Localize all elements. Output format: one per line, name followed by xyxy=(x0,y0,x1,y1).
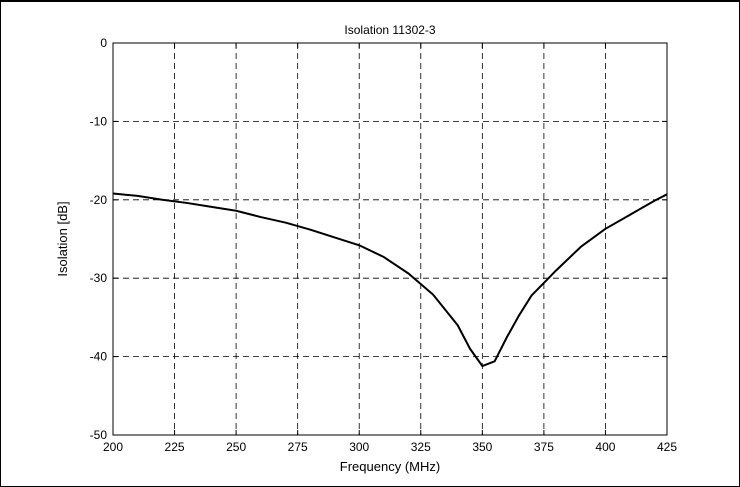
series-line xyxy=(112,192,668,368)
y-tick-label: -30 xyxy=(90,271,108,285)
y-tick-label: 0 xyxy=(100,36,107,50)
plot-area-border xyxy=(112,42,668,436)
y-tick-label: -20 xyxy=(90,193,108,207)
x-tick-label: 225 xyxy=(165,440,185,454)
grid-lines xyxy=(113,43,667,435)
series-layer xyxy=(112,192,668,368)
x-tick-label: 200 xyxy=(103,440,123,454)
y-tick-label: -50 xyxy=(90,428,108,442)
x-tick-label: 250 xyxy=(226,440,246,454)
x-axis-label: Frequency (MHz) xyxy=(340,459,440,474)
chart-title: Isolation 11302-3 xyxy=(344,23,436,37)
x-tick-label: 350 xyxy=(472,440,492,454)
y-axis-label: Isolation [dB] xyxy=(55,201,70,276)
x-tick-label: 275 xyxy=(288,440,308,454)
tick-labels: 200 225 250 275 300 325 350 375 400 425 0 -10 -20 -30… xyxy=(90,36,678,454)
x-tick-label: 300 xyxy=(349,440,369,454)
x-tick-label: 400 xyxy=(595,440,615,454)
x-tick-label: 325 xyxy=(411,440,431,454)
x-tick-label: 425 xyxy=(657,440,677,454)
y-tick-label: -10 xyxy=(90,114,108,128)
x-tick-label: 375 xyxy=(534,440,554,454)
y-tick-label: -40 xyxy=(90,350,108,364)
